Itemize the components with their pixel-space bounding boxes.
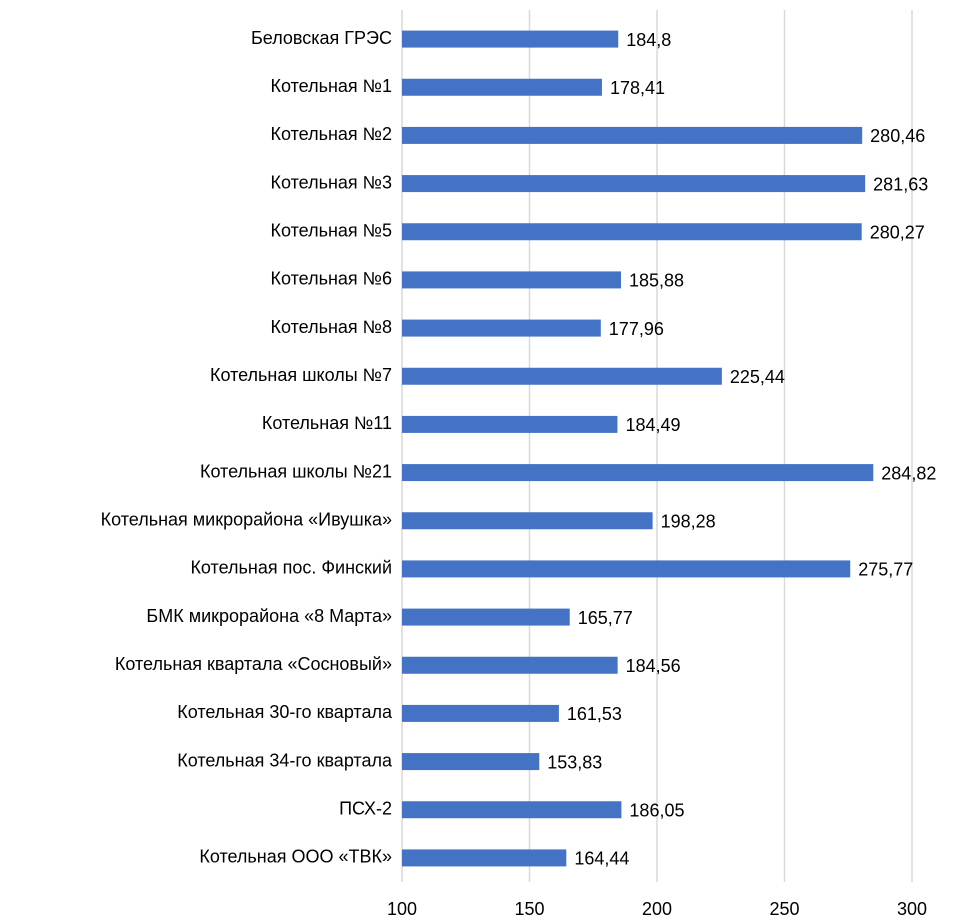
y-tick-label: Котельная пос. Финский — [190, 558, 392, 578]
bar — [402, 367, 722, 385]
bar — [402, 801, 622, 819]
data-label: 184,56 — [626, 656, 681, 676]
y-tick-label: Котельная квартала «Сосновый» — [115, 654, 392, 674]
y-tick-label: ПСХ-2 — [339, 799, 392, 819]
bar — [402, 608, 570, 626]
x-tick-label: 100 — [387, 899, 417, 919]
y-tick-label: Котельная №11 — [262, 413, 392, 433]
data-label: 184,8 — [626, 30, 671, 50]
bar — [402, 464, 874, 482]
y-tick-label: Котельная №8 — [271, 317, 392, 337]
bar — [402, 415, 618, 433]
data-label: 185,88 — [629, 271, 684, 291]
y-tick-label: Котельная школы №7 — [210, 365, 392, 385]
data-label: 178,41 — [610, 78, 665, 98]
y-tick-label: Котельная №2 — [271, 124, 392, 144]
y-tick-label: Котельная школы №21 — [200, 461, 392, 481]
bar — [402, 223, 862, 241]
bar — [402, 560, 851, 578]
data-label: 225,44 — [730, 367, 785, 387]
x-tick-label: 300 — [897, 899, 927, 919]
y-tick-label: Котельная ООО «ТВК» — [199, 847, 392, 867]
y-tick-label: Котельная №6 — [271, 269, 392, 289]
bar — [402, 656, 618, 674]
y-tick-label: Котельная №3 — [271, 172, 392, 192]
data-label: 281,63 — [873, 174, 928, 194]
y-tick-label: Котельная 30-го квартала — [177, 702, 393, 722]
y-tick-label: Котельная №5 — [271, 221, 392, 241]
bar — [402, 512, 653, 530]
data-label: 177,96 — [609, 319, 664, 339]
data-label: 275,77 — [858, 560, 913, 580]
data-label: 164,44 — [574, 849, 629, 869]
x-tick-label: 200 — [642, 899, 672, 919]
data-label: 184,49 — [625, 415, 680, 435]
bar — [402, 319, 601, 337]
data-label: 280,27 — [870, 223, 925, 243]
bar — [402, 849, 567, 867]
data-label: 280,46 — [870, 126, 925, 146]
y-tick-label: Котельная микрорайона «Ивушка» — [101, 510, 392, 530]
x-tick-label: 250 — [769, 899, 799, 919]
y-tick-label: Котельная №1 — [271, 76, 392, 96]
bar — [402, 30, 619, 48]
bar — [402, 753, 540, 771]
y-tick-label: Котельная 34-го квартала — [177, 750, 393, 770]
data-label: 161,53 — [567, 704, 622, 724]
bar — [402, 126, 863, 144]
data-label: 284,82 — [881, 463, 936, 483]
data-label: 198,28 — [661, 512, 716, 532]
data-label: 153,83 — [547, 752, 602, 772]
bar — [402, 704, 559, 722]
y-tick-label: БМК микрорайона «8 Марта» — [146, 606, 392, 626]
x-tick-label: 150 — [514, 899, 544, 919]
bar — [402, 271, 621, 289]
data-label: 165,77 — [578, 608, 633, 628]
bar — [402, 175, 866, 193]
bar — [402, 78, 602, 96]
data-label: 186,05 — [629, 801, 684, 821]
y-tick-label: Беловская ГРЭС — [251, 28, 392, 48]
